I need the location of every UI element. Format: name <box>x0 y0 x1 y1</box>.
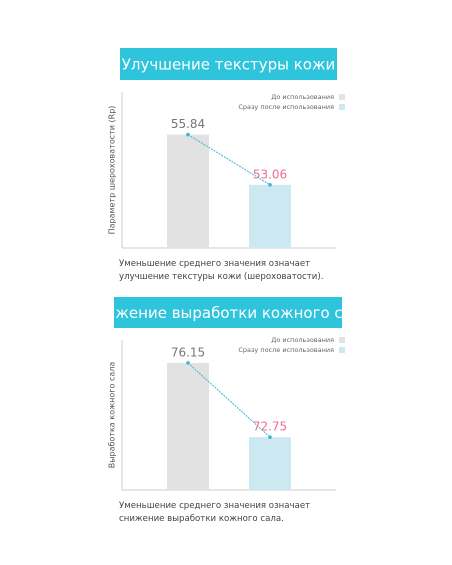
value-label: 76.15 <box>171 345 205 359</box>
bar <box>249 184 291 248</box>
y-axis-label: Параметр шероховатости (Rp) <box>108 106 117 235</box>
bar <box>167 134 209 248</box>
y-axis-label: Выработка кожного сала <box>108 362 117 469</box>
connector <box>187 362 271 438</box>
legend-label: Сразу после использования <box>238 103 334 111</box>
legend-swatch <box>339 347 345 353</box>
connector-dot <box>268 183 272 187</box>
caption: Уменьшение среднего значения означает ул… <box>119 259 324 282</box>
connector-dot <box>268 435 272 439</box>
connector-dot <box>186 132 190 137</box>
title-banner <box>114 297 342 328</box>
bar <box>249 437 291 490</box>
value-label: 53.06 <box>253 167 287 181</box>
connector-dot <box>186 361 190 365</box>
chart-title: Снижение выработки кожного сала <box>85 304 370 322</box>
chart-title: Улучшение текстуры кожи <box>122 56 336 74</box>
legend-label: До использования <box>271 93 334 101</box>
caption: Уменьшение среднего значения означает сн… <box>119 501 311 524</box>
legend-label: До использования <box>271 336 334 344</box>
value-label: 55.84 <box>171 117 205 131</box>
legend-swatch <box>339 337 345 343</box>
connector <box>187 134 271 186</box>
title-banner <box>120 48 337 80</box>
legend-swatch <box>339 104 345 110</box>
value-label: 72.75 <box>253 420 287 434</box>
legend-swatch <box>339 94 345 100</box>
legend-label: Сразу после использования <box>238 346 334 354</box>
bar <box>167 362 209 490</box>
